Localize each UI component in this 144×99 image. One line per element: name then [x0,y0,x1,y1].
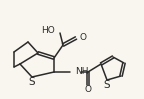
Text: HO: HO [41,26,55,34]
Text: O: O [85,86,91,95]
Text: S: S [29,77,35,87]
Text: O: O [80,32,87,41]
Text: NH: NH [75,68,89,77]
Text: S: S [104,80,110,90]
